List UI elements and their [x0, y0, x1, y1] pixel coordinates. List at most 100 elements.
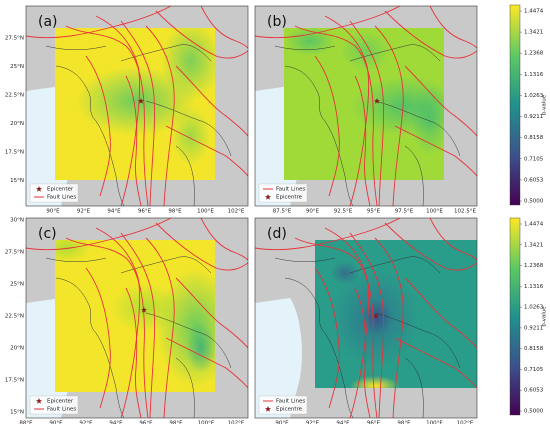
- epicenter: [374, 98, 380, 104]
- x-tick-label: 92.5°E: [334, 209, 353, 215]
- field-blob: [171, 106, 211, 166]
- x-tick-label: 102°E: [228, 421, 245, 424]
- axes-frame: [254, 5, 478, 207]
- colorbar-tick-label: 0.6053: [524, 177, 544, 183]
- x-tick-label: 100°E: [426, 421, 443, 424]
- x-tick-label: 90°E: [46, 209, 60, 215]
- y-tick-label: 30°N: [10, 218, 24, 224]
- y-tick-label: 17.5°N: [5, 150, 24, 156]
- legend: Epicenter Fault Lines: [29, 183, 79, 203]
- x-tick-label: 102°E: [228, 209, 245, 215]
- x-tick-label: 90°E: [306, 209, 320, 215]
- colorbar-tick-label: 1.0263: [524, 93, 544, 99]
- map-panel: (c) 30°N 27.5°N 25°N 22.5°N 20°N 17.5°N 15°N 88°…: [5, 217, 249, 424]
- legend-label: Fault Lines: [47, 407, 76, 413]
- x-tick-label: 88°E: [19, 421, 33, 424]
- panel-label: (b): [267, 14, 287, 30]
- colorbar-tick-label: 0.6053: [524, 388, 544, 394]
- legend: Fault Lines Epicentre: [258, 395, 308, 415]
- panel-label: (c): [38, 226, 57, 242]
- map-panel: (b) 87.5°E 90°E 92.5°E 95°E 97.5°E 100°E 102.5°…: [254, 5, 478, 215]
- field-blob: [76, 66, 196, 136]
- x-tick-label: 96°E: [138, 209, 152, 215]
- x-tick-label: 98°E: [169, 421, 183, 424]
- colorbar-scale: [509, 4, 521, 206]
- colorbar-tick-label: 1.0263: [524, 305, 544, 311]
- colorbar-scale: [509, 217, 521, 416]
- colorbar-label: b-value: [542, 94, 548, 115]
- field-blob: [161, 28, 215, 101]
- y-tick-label: 22.5°N: [5, 93, 24, 99]
- x-tick-label: 87.5°E: [273, 209, 292, 215]
- map-panel: (a) 27.5°N 25°N 22.5°N 20°N 17.5°N 15°N 90°E 92°…: [5, 5, 249, 215]
- x-tick-label: 96°E: [367, 421, 381, 424]
- colorbar-tick-label: 0.9211: [524, 325, 543, 331]
- y-tick-label: 15°N: [10, 178, 24, 184]
- y-tick-label: 25°N: [10, 64, 24, 70]
- colorbar-tick-label: 1.1316: [524, 284, 544, 290]
- field-blob: [111, 283, 181, 333]
- y-tick-label: 27.5°N: [5, 36, 24, 42]
- colorbar-label: b-value: [542, 306, 548, 327]
- field-blob: [350, 376, 400, 388]
- y-tick-label: 25°N: [10, 282, 24, 288]
- map-body: [26, 6, 248, 206]
- colorbar-tick-label: 0.8158: [524, 346, 544, 352]
- x-tick-label: 92°E: [77, 209, 91, 215]
- x-tick-label: 95°E: [367, 209, 381, 215]
- axes-frame: [25, 5, 249, 207]
- colorbar-tick-label: 0.5000: [524, 199, 544, 205]
- y-tick-label: 20°N: [10, 121, 24, 127]
- x-tick-label: 92°E: [79, 421, 93, 424]
- legend-label: Epicenter: [47, 187, 74, 193]
- x-tick-label: 90°E: [49, 421, 63, 424]
- x-tick-label: 96°E: [139, 421, 153, 424]
- sea: [255, 298, 302, 418]
- colorbar-tick-label: 1.3421: [524, 30, 543, 36]
- colorbar-tick-label: 0.8158: [524, 135, 544, 141]
- colorbar-tick-label: 0.5000: [524, 409, 544, 415]
- x-tick-label: 100°E: [197, 209, 214, 215]
- panel-label: (d): [267, 226, 287, 242]
- legend-label: Fault Lines: [276, 187, 305, 193]
- legend-star: [265, 194, 271, 200]
- b-value-field: [55, 28, 215, 180]
- colorbar-tick-label: 1.4474: [524, 222, 544, 228]
- legend-star: [265, 406, 271, 412]
- legend-star: [36, 186, 42, 192]
- x-tick-label: 102.5°E: [454, 209, 476, 215]
- epicenter: [373, 313, 379, 319]
- map-body: [255, 218, 477, 418]
- x-tick-label: 94°E: [336, 421, 350, 424]
- legend: Epicenter Fault Lines: [29, 395, 79, 415]
- legend-star: [36, 398, 42, 404]
- map-body: [255, 6, 477, 206]
- y-tick-label: 22.5°N: [5, 314, 24, 320]
- x-tick-label: 97.5°E: [395, 209, 414, 215]
- colorbar-tick-label: 1.3421: [524, 242, 543, 248]
- legend-label: Epicenter: [47, 399, 74, 405]
- b-value-field: [284, 28, 444, 180]
- field-blob: [186, 323, 215, 373]
- x-tick-label: 98°E: [397, 421, 411, 424]
- b-value-field: [55, 240, 215, 392]
- x-tick-label: 102°E: [457, 421, 474, 424]
- colorbar-tick-label: 0.9211: [524, 114, 543, 120]
- y-tick-label: 17.5°N: [5, 378, 24, 384]
- x-tick-label: 98°E: [168, 209, 182, 215]
- axes-frame: [25, 217, 249, 419]
- epicenter: [138, 98, 144, 104]
- panel-label: (a): [38, 14, 58, 30]
- y-tick-label: 15°N: [10, 410, 24, 416]
- field-blob: [340, 31, 390, 71]
- legend-label: Fault Lines: [276, 399, 305, 405]
- x-tick-label: 100°E: [426, 209, 443, 215]
- b-value-field: [315, 240, 477, 388]
- colorbar-tick-label: 1.1316: [524, 72, 544, 78]
- x-tick-label: 92°E: [306, 421, 320, 424]
- colorbar-tick-label: 1.4474: [524, 9, 544, 15]
- y-tick-label: 20°N: [10, 346, 24, 352]
- y-tick-label: 27.5°N: [5, 250, 24, 256]
- field-blob: [410, 86, 444, 156]
